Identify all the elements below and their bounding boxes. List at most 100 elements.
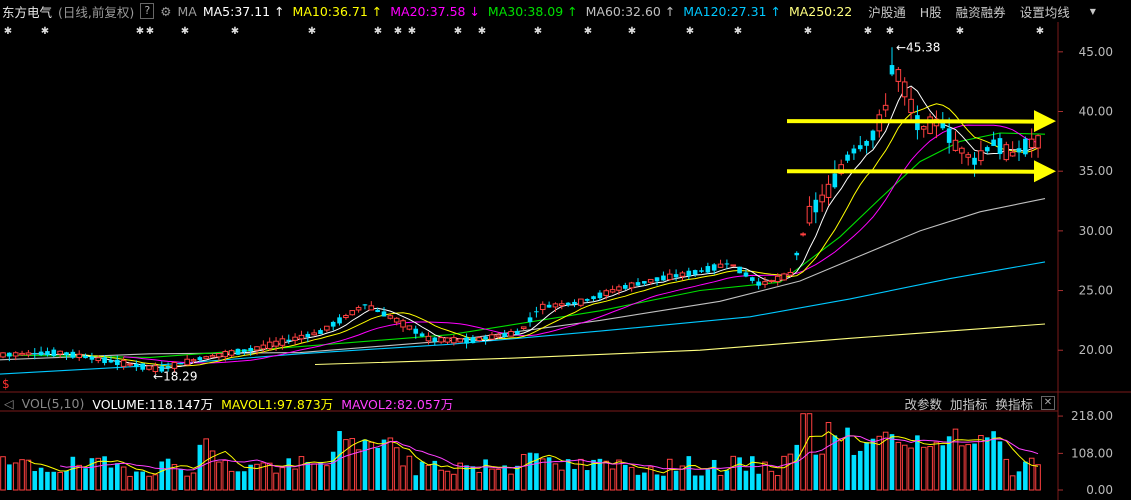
- candle-body: [527, 317, 533, 323]
- volume-bar: [876, 435, 883, 491]
- candle-body: [864, 140, 869, 146]
- candle-body: [286, 339, 292, 342]
- volume-bar: [743, 470, 749, 490]
- change-params-button[interactable]: 改参数: [904, 396, 942, 412]
- candle-body: [603, 290, 610, 296]
- candle-body: [762, 281, 768, 285]
- volume-bar: [750, 456, 755, 490]
- candle-body: [254, 346, 260, 351]
- menu-item[interactable]: 设置均线: [1019, 4, 1070, 20]
- candle-body: [616, 286, 622, 291]
- candle-body: [108, 360, 114, 363]
- volume-bar: [273, 472, 279, 491]
- info-marker-icon: ✱: [584, 26, 592, 37]
- candle-body: [70, 351, 76, 358]
- ma-label: MA: [177, 3, 197, 19]
- candle-body: [774, 275, 781, 283]
- candle-body: [222, 351, 229, 358]
- info-marker-icon: ✱: [181, 26, 189, 37]
- switch-indicator-button[interactable]: 换指标: [995, 396, 1033, 412]
- volume-bar: [178, 468, 184, 490]
- ma-item: MA5:37.11 ↑: [202, 3, 285, 19]
- candle-body: [393, 317, 400, 323]
- candle-body: [318, 330, 323, 334]
- volume-bar: [889, 434, 895, 490]
- volume-bar: [724, 470, 730, 490]
- gear-icon[interactable]: ⚙: [160, 3, 172, 19]
- candle-body: [1023, 138, 1028, 155]
- info-marker-icon: ✱: [734, 26, 742, 37]
- volume-bar: [108, 467, 114, 490]
- candle-body: [102, 357, 107, 364]
- volume-bar: [311, 463, 317, 491]
- volume-bar: [661, 475, 666, 490]
- volume-bar: [470, 466, 476, 490]
- candle-body: [190, 359, 197, 362]
- y-tick-label: 20.00: [1079, 343, 1113, 357]
- candle-body: [654, 277, 660, 282]
- volume-bar: [908, 447, 914, 491]
- volume-bar: [1009, 475, 1016, 491]
- volume-bar: [89, 458, 95, 490]
- menu-item[interactable]: H股: [919, 4, 942, 20]
- candle-body: [235, 348, 241, 355]
- add-indicator-button[interactable]: 加指标: [949, 396, 988, 412]
- chevron-down-icon[interactable]: ▼: [1089, 6, 1096, 16]
- candle-body: [915, 115, 920, 131]
- volume-bar: [686, 456, 692, 490]
- candle-body: [927, 116, 933, 134]
- y-tick-label: 30.00: [1079, 224, 1113, 238]
- candle-body: [134, 363, 139, 368]
- volume-bar: [603, 460, 610, 491]
- volume-bar: [546, 457, 552, 490]
- help-button[interactable]: ?: [140, 3, 155, 19]
- volume-bar: [679, 465, 686, 491]
- candle-body: [51, 349, 57, 357]
- candle-body: [991, 139, 996, 146]
- volume-bar: [642, 472, 647, 490]
- candle-body: [711, 264, 717, 271]
- candle-body: [324, 325, 330, 331]
- chart-header: 东方电气 (日线,前复权) ? ⚙ MA MA5:37.11 ↑ MA10:36.…: [0, 0, 1131, 22]
- info-marker-icon: ✱: [454, 26, 462, 37]
- close-icon[interactable]: ✕: [1041, 396, 1055, 410]
- candle-body: [673, 274, 679, 278]
- volume-bar: [857, 450, 863, 490]
- candle-body: [552, 303, 559, 308]
- collapse-icon[interactable]: ◁: [4, 395, 14, 411]
- candle-body: [375, 309, 380, 313]
- horizontal-arrow-line: [786, 169, 1041, 174]
- volume-bar: [483, 459, 488, 490]
- candle-body: [806, 205, 813, 224]
- volume-bar: [432, 460, 438, 490]
- y-tick-label: 40.00: [1079, 105, 1113, 119]
- vol-y-tick-label: 108.00: [1071, 446, 1113, 460]
- candle-body: [209, 355, 216, 358]
- candle-body: [591, 296, 596, 300]
- candle-body: [343, 315, 349, 319]
- stock-name[interactable]: 东方电气: [2, 4, 53, 20]
- candle-body: [502, 332, 507, 337]
- volume-bar: [654, 474, 660, 490]
- candle-body: [464, 337, 469, 344]
- menu-item[interactable]: 沪股通: [868, 4, 906, 20]
- volume-bar: [134, 471, 139, 490]
- volume-bar: [32, 471, 38, 490]
- menu-item[interactable]: 融资融券: [955, 4, 1006, 20]
- volume-bar: [978, 435, 984, 491]
- volume-bar: [425, 464, 432, 491]
- candle-body: [920, 126, 927, 130]
- candle-body: [889, 65, 895, 75]
- volume-bar: [584, 470, 590, 490]
- candle-body: [12, 352, 19, 357]
- candle-body: [32, 352, 38, 355]
- volume-bar: [591, 459, 596, 490]
- volume-bar: [717, 474, 724, 491]
- volume-bar: [318, 461, 323, 490]
- candle-body: [76, 353, 83, 358]
- candle-body: [115, 359, 120, 366]
- ma-item: MA10:36.71 ↑: [292, 3, 383, 19]
- candle-body: [152, 365, 159, 373]
- candle-body: [1003, 144, 1010, 161]
- candle-body: [813, 199, 819, 213]
